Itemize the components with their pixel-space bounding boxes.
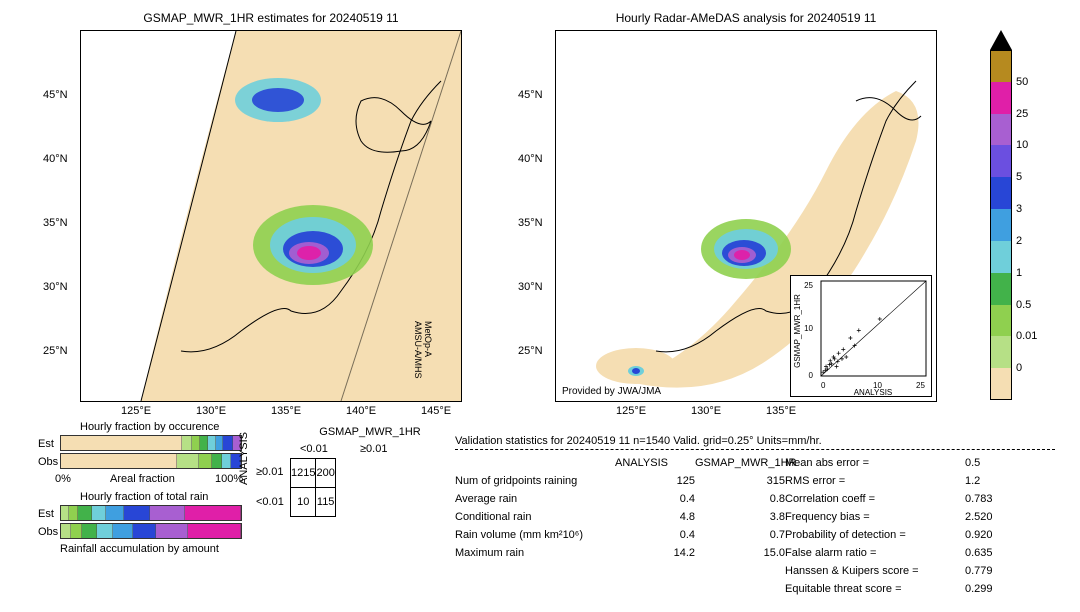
hourly-occurrence-title: Hourly fraction by occurence bbox=[80, 421, 219, 433]
yt: 40°N bbox=[43, 153, 68, 165]
stats-row: False alarm ratio = 0.635 bbox=[785, 544, 1055, 562]
stats-row: RMS error = 1.2 bbox=[785, 472, 1055, 490]
map-left: GSMAP_MWR_1HR estimates for 20240519 11 … bbox=[80, 30, 462, 402]
yt: 25°N bbox=[43, 345, 68, 357]
stats-block: Validation statistics for 20240519 11 n=… bbox=[455, 435, 1055, 598]
map-right-title: Hourly Radar-AMeDAS analysis for 2024051… bbox=[556, 11, 936, 25]
svg-text:ANALYSIS: ANALYSIS bbox=[854, 388, 893, 396]
xt: 130°E bbox=[196, 405, 226, 417]
colorbar: 50251053210.50.010 bbox=[990, 30, 1012, 400]
yt: 35°N bbox=[43, 217, 68, 229]
cell: 115 bbox=[316, 488, 335, 517]
contingency-table: 1215200 10115 bbox=[290, 458, 336, 517]
yt: 30°N bbox=[518, 281, 543, 293]
xt: 135°E bbox=[766, 405, 796, 417]
stats-row: Equitable threat score = 0.299 bbox=[785, 580, 1055, 598]
svg-text:GSMAP_MWR_1HR: GSMAP_MWR_1HR bbox=[793, 294, 802, 368]
xt: 140°E bbox=[346, 405, 376, 417]
cell: 200 bbox=[316, 459, 335, 488]
svg-text:25: 25 bbox=[804, 281, 813, 290]
provided-by: Provided by JWA/JMA bbox=[562, 386, 661, 397]
map-left-svg bbox=[81, 31, 461, 401]
row-label: Est bbox=[38, 508, 54, 520]
map-right: Hourly Radar-AMeDAS analysis for 2024051… bbox=[555, 30, 937, 402]
stats-row: Average rain0.40.8 bbox=[455, 490, 785, 508]
svg-text:0: 0 bbox=[809, 371, 814, 380]
row-top: ≥0.01 bbox=[256, 466, 283, 478]
yt: 45°N bbox=[43, 89, 68, 101]
stats-title: Validation statistics for 20240519 11 n=… bbox=[455, 435, 1055, 450]
col-right: ≥0.01 bbox=[360, 443, 387, 455]
xt: 135°E bbox=[271, 405, 301, 417]
row-label: Est bbox=[38, 438, 54, 450]
scatter-svg: 01025 01025 ANALYSIS GSMAP_MWR_1HR bbox=[791, 276, 931, 396]
svg-text:0: 0 bbox=[821, 381, 826, 390]
map-left-title: GSMAP_MWR_1HR estimates for 20240519 11 bbox=[81, 11, 461, 25]
yt: 25°N bbox=[518, 345, 543, 357]
ax0: 0% bbox=[55, 473, 71, 485]
stats-row: Maximum rain14.215.0 bbox=[455, 544, 785, 562]
cell: 1215 bbox=[291, 459, 316, 488]
col-headers: ANALYSIS GSMAP_MWR_1HR bbox=[455, 454, 785, 472]
cell: 10 bbox=[291, 488, 316, 517]
xt: 125°E bbox=[121, 405, 151, 417]
total-subtitle: Rainfall accumulation by amount bbox=[60, 543, 219, 555]
satellite-label: MetOp-AAMSU-A/MHS bbox=[413, 321, 433, 379]
stats-row: Probability of detection = 0.920 bbox=[785, 526, 1055, 544]
xt: 130°E bbox=[691, 405, 721, 417]
ctable-title: GSMAP_MWR_1HR bbox=[310, 426, 430, 438]
stats-row: Mean abs error = 0.5 bbox=[785, 454, 1055, 472]
xt: 125°E bbox=[616, 405, 646, 417]
row-bottom: <0.01 bbox=[256, 496, 284, 508]
col-left: <0.01 bbox=[300, 443, 328, 455]
scatter-inset: 01025 01025 ANALYSIS GSMAP_MWR_1HR bbox=[790, 275, 932, 397]
hourly-total-title: Hourly fraction of total rain bbox=[80, 491, 208, 503]
side-label: ANALYSIS bbox=[238, 432, 250, 485]
row-label: Obs bbox=[38, 526, 58, 538]
stats-row: Num of gridpoints raining125315 bbox=[455, 472, 785, 490]
yt: 45°N bbox=[518, 89, 543, 101]
row-label: Obs bbox=[38, 456, 58, 468]
svg-text:25: 25 bbox=[916, 381, 925, 390]
yt: 30°N bbox=[43, 281, 68, 293]
stats-row: Rain volume (mm km²10⁶)0.40.7 bbox=[455, 526, 785, 544]
svg-text:10: 10 bbox=[804, 324, 813, 333]
yt: 35°N bbox=[518, 217, 543, 229]
xt: 145°E bbox=[421, 405, 451, 417]
stats-row: Conditional rain4.83.8 bbox=[455, 508, 785, 526]
axC: Areal fraction bbox=[110, 473, 175, 485]
stats-row: Frequency bias = 2.520 bbox=[785, 508, 1055, 526]
stats-row: Correlation coeff = 0.783 bbox=[785, 490, 1055, 508]
stats-row: Hanssen & Kuipers score = 0.779 bbox=[785, 562, 1055, 580]
yt: 40°N bbox=[518, 153, 543, 165]
